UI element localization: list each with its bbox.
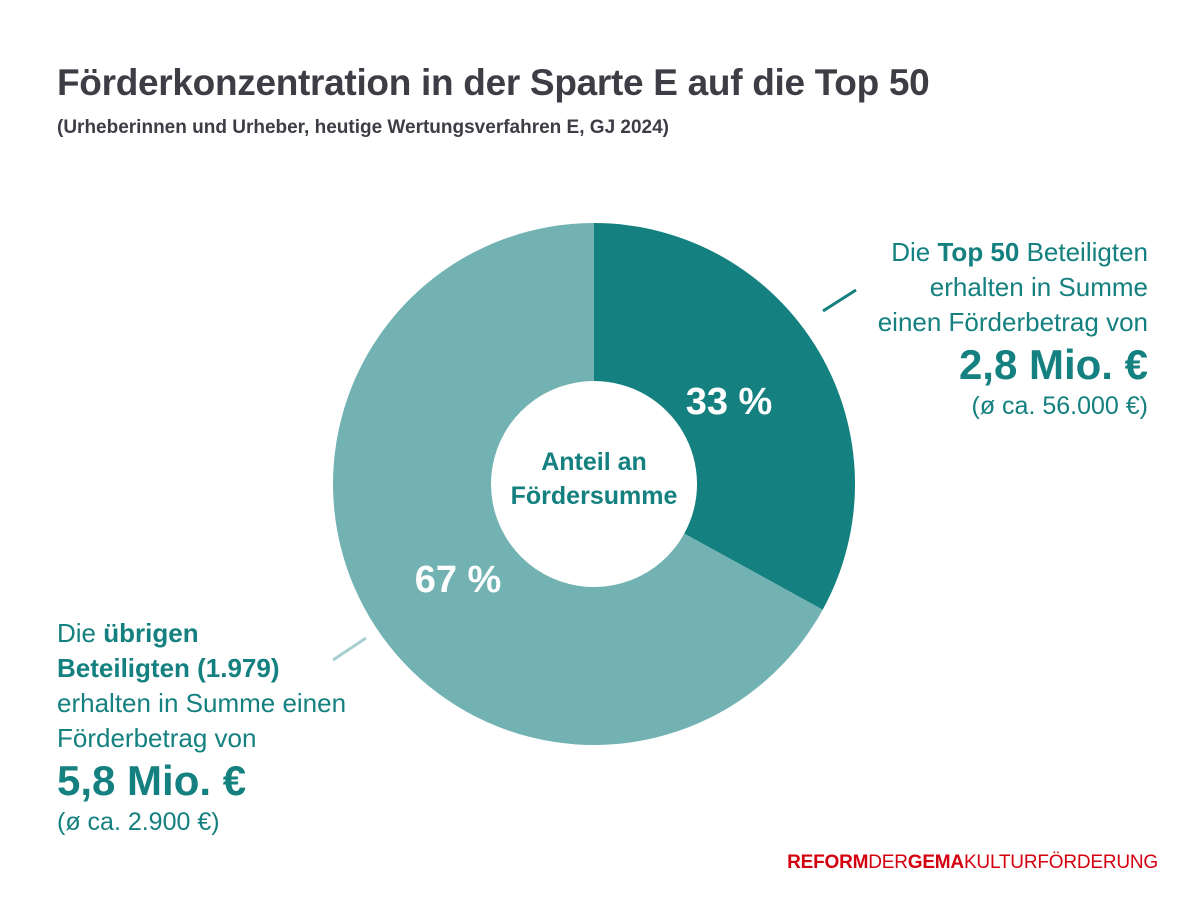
logo-text: KULTURFÖRDERUNG xyxy=(963,852,1158,873)
center-label-line1: Anteil an xyxy=(541,448,647,476)
text: Die xyxy=(57,618,104,648)
text: Die xyxy=(891,237,938,267)
average-top50: (ø ca. 56.000 €) xyxy=(971,392,1148,420)
logo: REFORMDERGEMAKULTURFÖRDERUNG xyxy=(787,852,1158,874)
logo-text: GEMA xyxy=(907,852,964,873)
chart-subtitle: (Urheberinnen und Urheber, heutige Wertu… xyxy=(57,117,670,138)
annotation-rest: Die übrigen Beteiligten (1.979) erhalten… xyxy=(57,616,346,838)
chart-title: Förderkonzentration in der Sparte E auf … xyxy=(57,62,930,103)
leader-line-rest xyxy=(332,636,367,662)
leader-line-top50 xyxy=(822,288,857,313)
text: einen Förderbetrag von xyxy=(877,307,1148,337)
amount-rest: 5,8 Mio. € xyxy=(57,757,247,804)
text: erhalten in Summe einen xyxy=(57,688,347,718)
slice-label-top50: 33 % xyxy=(686,381,773,423)
slice-1 xyxy=(333,223,823,745)
text-bold: Beteiligten (1.979) xyxy=(57,653,280,683)
logo-text: DER xyxy=(868,852,908,873)
slice-0 xyxy=(594,223,856,610)
text-bold: Top 50 xyxy=(937,237,1020,267)
center-label-line2: Fördersumme xyxy=(511,482,678,510)
text: erhalten in Summe xyxy=(929,272,1148,302)
annotation-top50: Die Top 50 Beteiligten erhalten in Summe… xyxy=(878,235,1148,422)
text: Förderbetrag von xyxy=(57,723,257,753)
text-bold: übrigen xyxy=(103,618,199,648)
logo-text: REFORM xyxy=(787,852,869,873)
amount-top50: 2,8 Mio. € xyxy=(958,341,1148,388)
text: Beteiligten xyxy=(1019,237,1148,267)
average-rest: (ø ca. 2.900 €) xyxy=(57,808,220,836)
slice-label-rest: 67 % xyxy=(415,559,502,601)
